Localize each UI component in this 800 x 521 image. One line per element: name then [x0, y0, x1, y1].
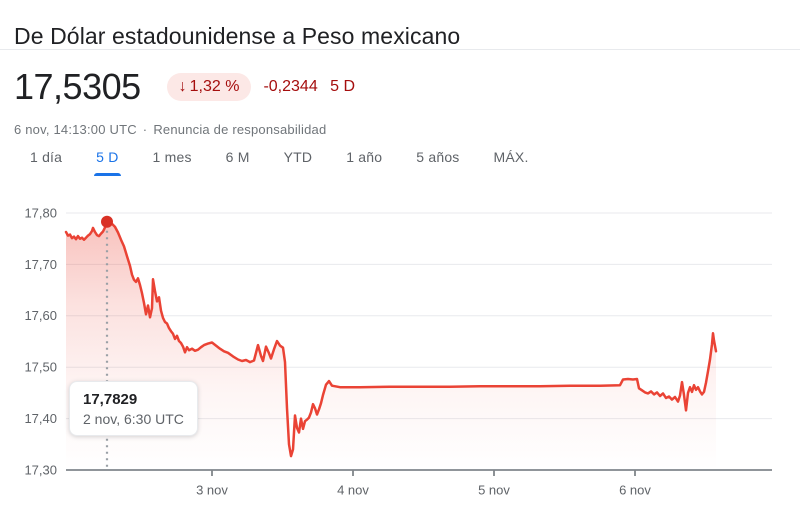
- tab-1-mes[interactable]: 1 mes: [151, 147, 194, 176]
- price-row: 17,5305 ↓ 1,32 % -0,2344 5 D: [14, 66, 355, 108]
- change-value: -0,2344: [263, 78, 318, 95]
- price-chart: 17,80 17,70 17,60 17,50 17,40 17,30 3 nov 4 nov…: [0, 195, 800, 521]
- tab-5-d[interactable]: 5 D: [94, 147, 121, 176]
- tooltip-time: 2 nov, 6:30 UTC: [83, 411, 184, 427]
- middot-separator: ·: [142, 122, 148, 137]
- chart-tooltip: 17,7829 2 nov, 6:30 UTC: [69, 381, 198, 436]
- tab-max[interactable]: MÁX.: [492, 147, 531, 176]
- change-period: 5 D: [330, 78, 356, 95]
- header-divider: [0, 49, 800, 50]
- y-axis-label: 17,70: [24, 257, 57, 272]
- tooltip-price: 17,7829: [83, 391, 138, 408]
- disclaimer-link[interactable]: Renuncia de responsabilidad: [153, 122, 327, 137]
- price-marker-dot: [101, 215, 113, 228]
- time-range-tabs: 1 día 5 D 1 mes 6 M YTD 1 año 5 años MÁX.: [28, 147, 531, 180]
- tab-1-dia[interactable]: 1 día: [28, 147, 64, 176]
- tab-1-ano[interactable]: 1 año: [344, 147, 384, 176]
- y-axis-label: 17,50: [24, 360, 57, 375]
- page-title: De Dólar estadounidense a Peso mexicano: [14, 23, 461, 50]
- change-amount: -0,2344 5 D: [263, 78, 355, 96]
- tab-ytd[interactable]: YTD: [282, 147, 315, 176]
- tab-6-m[interactable]: 6 M: [224, 147, 252, 176]
- x-axis-label: 4 nov: [337, 482, 369, 497]
- x-axis-label: 5 nov: [478, 482, 510, 497]
- x-axis-label: 6 nov: [619, 482, 651, 497]
- chart-canvas[interactable]: 17,80 17,70 17,60 17,50 17,40 17,30 3 nov 4 nov…: [0, 195, 800, 521]
- y-axis-label: 17,30: [24, 462, 57, 477]
- quote-timestamp: 6 nov, 14:13:00 UTC: [14, 122, 137, 137]
- price-change-badge: ↓ 1,32 %: [166, 73, 252, 101]
- y-axis-label: 17,80: [24, 205, 57, 220]
- x-axis-label: 3 nov: [196, 482, 228, 497]
- change-percent: 1,32 %: [189, 78, 240, 95]
- quote-meta: 6 nov, 14:13:00 UTC · Renuncia de respon…: [14, 122, 326, 137]
- y-axis-label: 17,40: [24, 411, 57, 426]
- y-axis-label: 17,60: [24, 308, 57, 323]
- tab-5-anos[interactable]: 5 años: [414, 147, 461, 176]
- price-area-fill: [66, 221, 716, 470]
- down-arrow-icon: ↓: [178, 78, 187, 95]
- current-price: 17,5305: [14, 66, 141, 107]
- price-line: [64, 220, 718, 458]
